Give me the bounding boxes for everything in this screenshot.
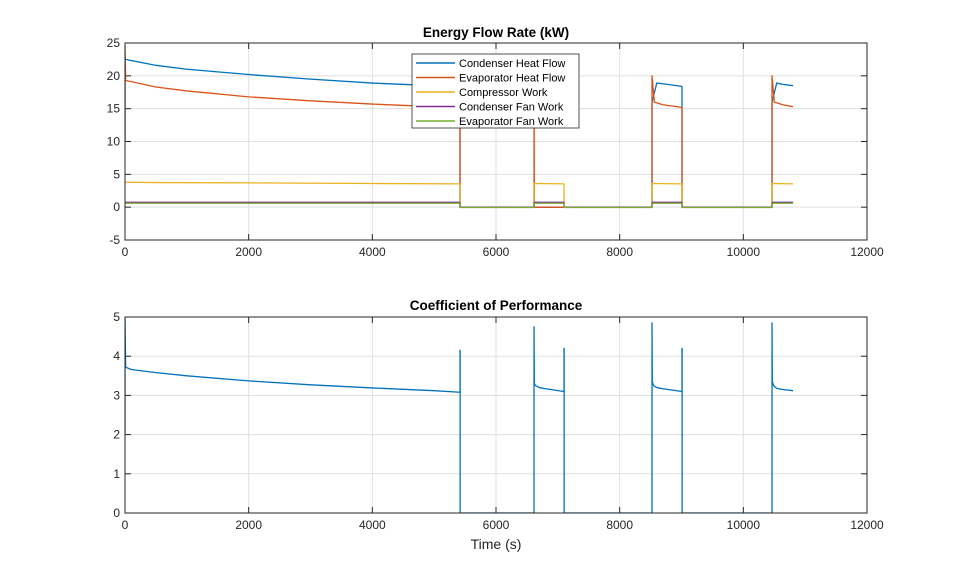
x-tick-label: 6000: [483, 518, 510, 532]
y-tick-label: 20: [107, 69, 121, 83]
cop-axes: 0 2000 4000 6000 8000 10000 12000 0 1 2 3 4 5 Coeff…: [113, 298, 884, 552]
axes-box: [124, 42, 868, 241]
x-tick-label: 0: [122, 518, 129, 532]
legend-label: Condenser Fan Work: [459, 102, 564, 114]
y-tick-label: 0: [113, 200, 120, 214]
legend-item-compressor-work[interactable]: Compressor Work: [416, 87, 548, 99]
y-tick-label: 3: [113, 388, 120, 402]
y-tick-label: 2: [113, 428, 120, 442]
y-tick-label: 5: [113, 167, 120, 181]
y-tick-label: 4: [113, 349, 120, 363]
legend-label: Evaporator Fan Work: [459, 116, 564, 128]
axes-box: [124, 316, 868, 514]
x-tick-label: 4000: [359, 518, 386, 532]
y-tick-label: -5: [109, 233, 120, 247]
y-tick-label: 25: [107, 36, 121, 50]
y-tick-label: 1: [113, 467, 120, 481]
y-tick-label: 10: [107, 135, 121, 149]
x-tick-labels: 0 2000 4000 6000 8000 10000 12000: [122, 245, 884, 259]
x-tick-label: 2000: [235, 245, 262, 259]
x-tick-label: 4000: [359, 245, 386, 259]
legend-label: Evaporator Heat Flow: [459, 73, 565, 85]
legend-label: Compressor Work: [459, 87, 548, 99]
x-tick-label: 12000: [850, 245, 884, 259]
y-tick-label: 5: [113, 310, 120, 324]
legend-item-evaporator-heat-flow[interactable]: Evaporator Heat Flow: [416, 73, 565, 85]
legend-items: Condenser Heat Flow Evaporator Heat Flow C…: [416, 58, 565, 128]
series-line-cop: [125, 317, 794, 513]
series-lines: [125, 45, 794, 209]
legend-item-evaporator-fan-work[interactable]: Evaporator Fan Work: [416, 116, 564, 128]
legend-label: Condenser Heat Flow: [459, 58, 565, 70]
series-lines: [125, 317, 794, 513]
legend-item-condenser-heat-flow[interactable]: Condenser Heat Flow: [416, 58, 565, 70]
chart-title: Energy Flow Rate (kW): [423, 25, 569, 40]
x-axis-label: Time (s): [471, 536, 522, 552]
legend-item-condenser-fan-work[interactable]: Condenser Fan Work: [416, 102, 564, 114]
y-tick-label: 0: [113, 506, 120, 520]
x-tick-label: 0: [122, 245, 129, 259]
x-tick-label: 8000: [606, 518, 633, 532]
y-tick-labels: -5 0 5 10 15 20 25: [107, 36, 121, 247]
energy-flow-axes: 0 2000 4000 6000 8000 10000 12000 -50510152025…: [107, 25, 884, 259]
x-tick-label: 12000: [850, 518, 884, 532]
x-tick-label: 10000: [727, 518, 761, 532]
series-line-evaporator-fan-work: [125, 202, 794, 209]
x-tick-label: 8000: [606, 245, 633, 259]
x-tick-label: 10000: [727, 245, 761, 259]
legend[interactable]: Condenser Heat Flow Evaporator Heat Flow C…: [411, 53, 580, 129]
chart-title: Coefficient of Performance: [410, 298, 583, 313]
x-tick-label: 2000: [235, 518, 262, 532]
legend-box: [411, 53, 580, 129]
y-tick-labels: 0 1 2 3 4 5: [113, 310, 120, 520]
grid-lines: [125, 317, 867, 513]
x-tick-labels: 0 2000 4000 6000 8000 10000 12000: [122, 518, 884, 532]
y-tick-label: 15: [107, 102, 121, 116]
x-tick-label: 6000: [483, 245, 510, 259]
